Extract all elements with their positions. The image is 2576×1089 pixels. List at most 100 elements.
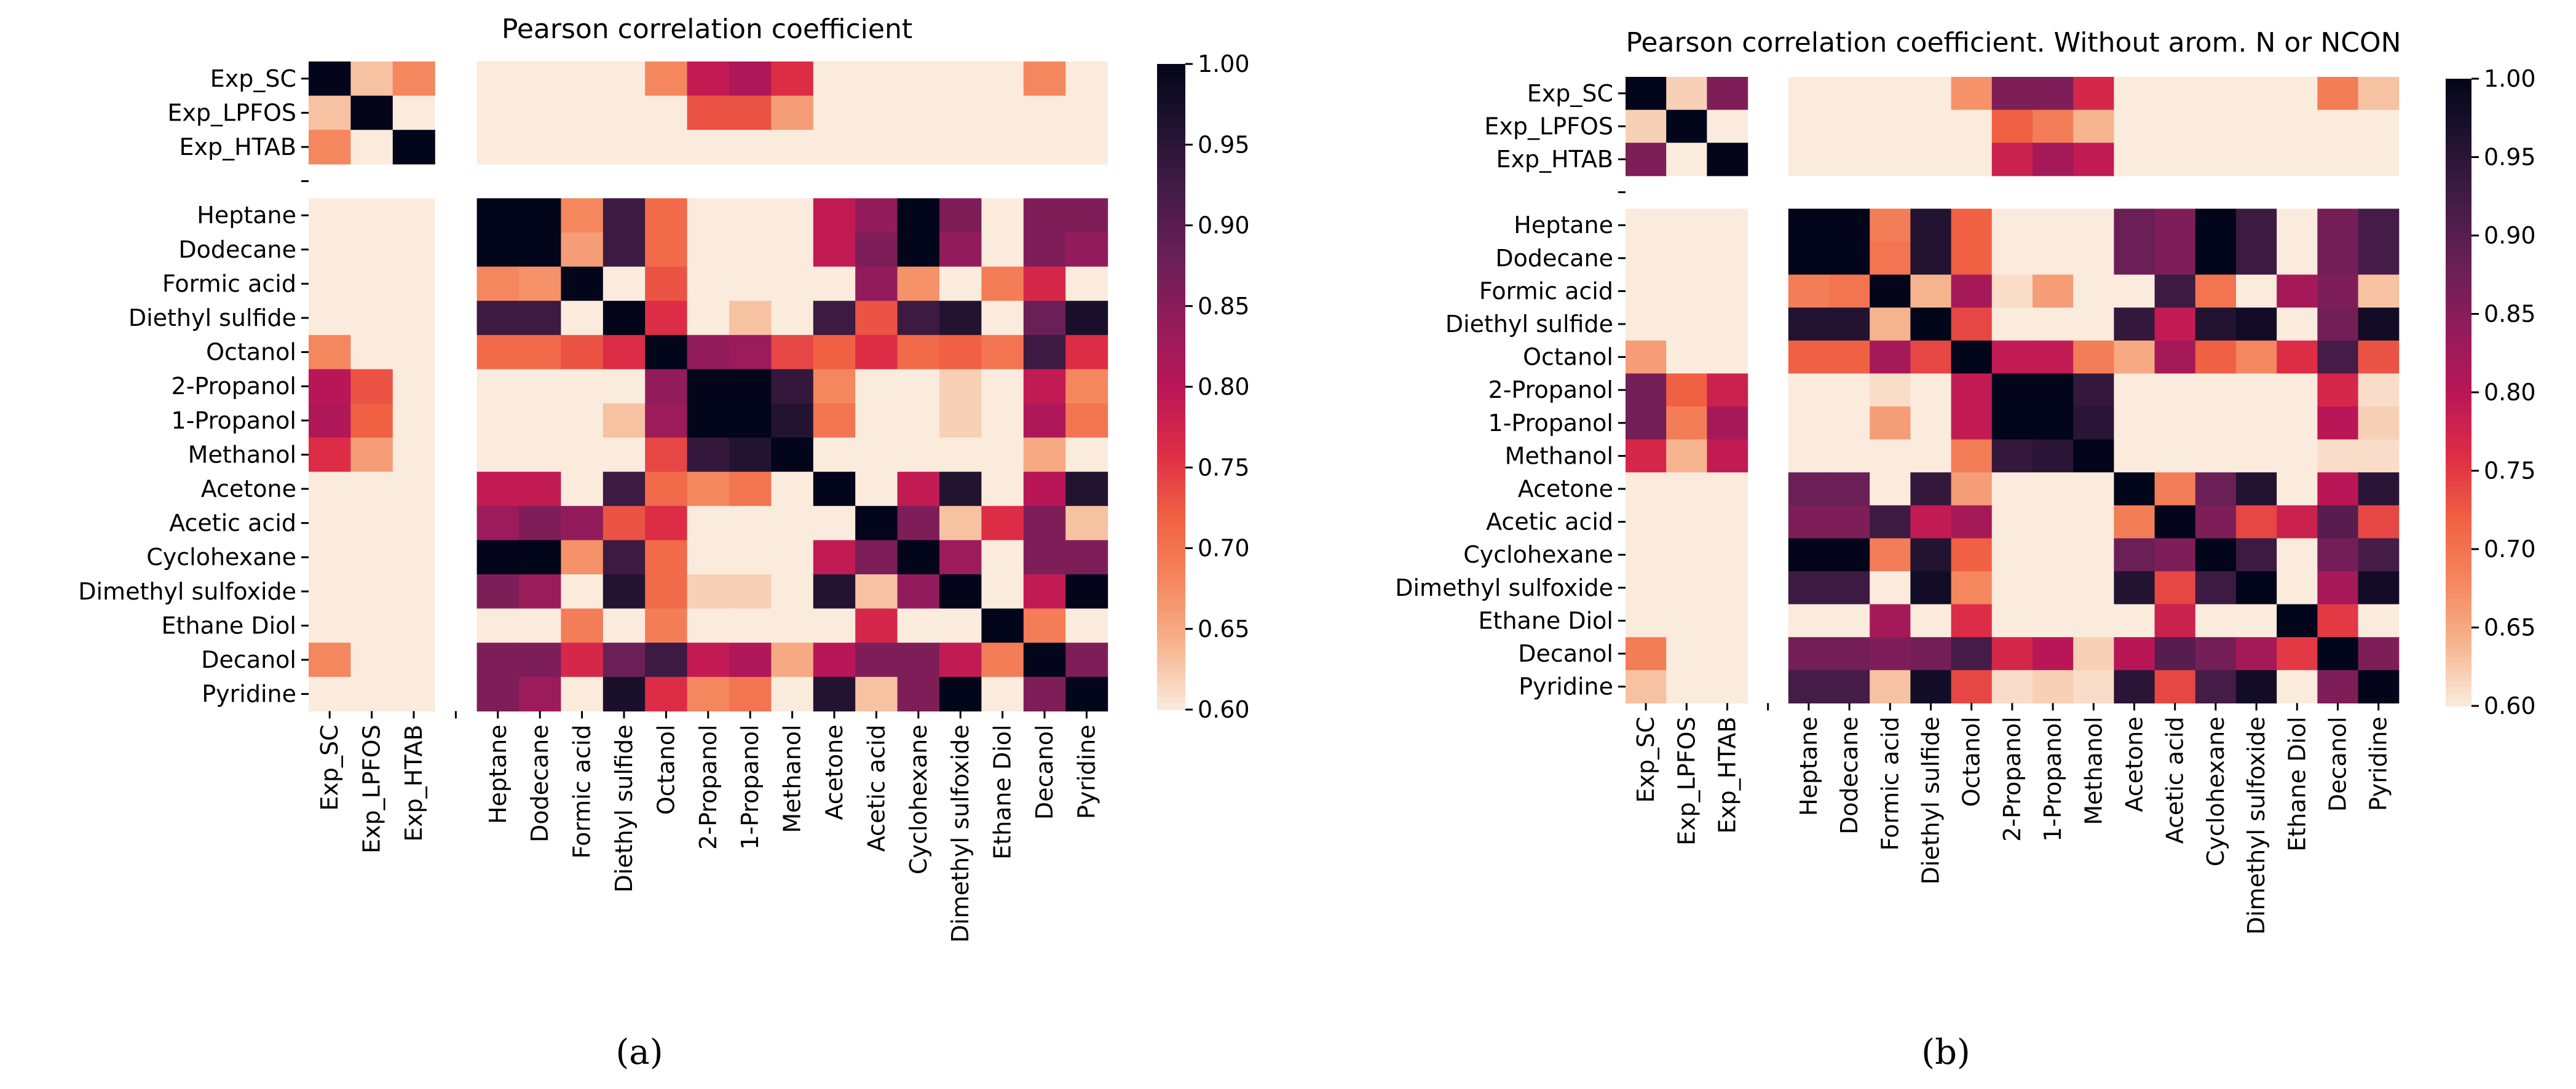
heatmap-cell bbox=[1626, 439, 1667, 473]
col-label: Exp_HTAB bbox=[1714, 716, 1741, 834]
heatmap-cell bbox=[350, 505, 393, 541]
heatmap-cell bbox=[729, 403, 772, 438]
heatmap-cell bbox=[519, 574, 561, 609]
heatmap-cell bbox=[981, 472, 1024, 507]
col-label: Heptane bbox=[1795, 716, 1822, 816]
heatmap-cell bbox=[2033, 439, 2074, 473]
heatmap-cell bbox=[645, 505, 688, 541]
heatmap-cell bbox=[1829, 571, 1870, 605]
colorbar-segment bbox=[1157, 542, 1185, 549]
heatmap-cell bbox=[1788, 143, 1830, 176]
colorbar-segment bbox=[1157, 645, 1185, 652]
heatmap-cell bbox=[1666, 373, 1707, 407]
colorbar-segment bbox=[1157, 367, 1185, 374]
colorbar-segment bbox=[1157, 129, 1185, 136]
heatmap-cell bbox=[1951, 604, 1993, 638]
heatmap-cell bbox=[2195, 538, 2237, 572]
heatmap-cell bbox=[1626, 472, 1667, 506]
colorbar-segment bbox=[1157, 509, 1185, 517]
heatmap-cell bbox=[687, 643, 730, 678]
colorbar-segment bbox=[2446, 216, 2471, 224]
heatmap-cell bbox=[519, 540, 561, 575]
heatmap-cell bbox=[1626, 637, 1667, 671]
heatmap-cell bbox=[897, 437, 940, 472]
heatmap-cell bbox=[1788, 77, 1830, 111]
heatmap-cell bbox=[1065, 61, 1108, 97]
heatmap-cell bbox=[561, 472, 604, 507]
heatmap-cell bbox=[729, 335, 772, 370]
heatmap-cell bbox=[2317, 242, 2359, 275]
heatmap-cell bbox=[392, 643, 435, 678]
col-label: Methanol bbox=[2080, 716, 2107, 825]
colorbar-segment bbox=[1157, 296, 1185, 304]
heatmap-cell bbox=[1707, 637, 1748, 671]
heatmap-cell bbox=[309, 472, 351, 507]
heatmap-cell bbox=[2236, 77, 2277, 111]
colorbar-segment bbox=[2446, 675, 2471, 681]
heatmap-cell bbox=[476, 335, 520, 370]
heatmap-cell bbox=[729, 505, 772, 541]
heatmap-cell bbox=[2033, 208, 2074, 242]
colorbar-segment bbox=[2446, 618, 2471, 625]
heatmap-cell bbox=[2073, 604, 2114, 638]
colorbar: 0.60 0.65 0.70 0.75 0.80 0.85 0.90 0.95 1.00 bbox=[2446, 65, 2536, 719]
col-label: Acetic acid bbox=[2162, 716, 2189, 844]
col-label: Decanol bbox=[1031, 724, 1058, 820]
colorbar-tick-label: 0.90 bbox=[2484, 222, 2536, 249]
heatmap-cell bbox=[2358, 439, 2400, 473]
colorbar-segment bbox=[2446, 436, 2471, 443]
heatmap-cell bbox=[1910, 637, 1952, 671]
colorbar-segment bbox=[2446, 267, 2471, 274]
heatmap-cell bbox=[2073, 439, 2114, 473]
colorbar-segment bbox=[2446, 624, 2471, 632]
col-label: Exp_SC bbox=[1632, 716, 1659, 802]
heatmap-cell bbox=[476, 540, 520, 575]
row-label: Dimethyl sulfoxide bbox=[78, 578, 296, 605]
heatmap-cell bbox=[309, 266, 351, 301]
colorbar-segment bbox=[2446, 379, 2471, 387]
heatmap-cell bbox=[1829, 604, 1870, 638]
heatmap-cell bbox=[2236, 373, 2277, 407]
heatmap-cell bbox=[2195, 604, 2237, 638]
heatmap-cell bbox=[476, 574, 520, 609]
colorbar-tick-label: 0.95 bbox=[2484, 144, 2536, 171]
heatmap-cell bbox=[2195, 571, 2237, 605]
heatmap-cell bbox=[2358, 340, 2400, 374]
colorbar-segment bbox=[1157, 77, 1185, 84]
colorbar-segment bbox=[1157, 561, 1185, 568]
colorbar-segment bbox=[2446, 291, 2471, 299]
heatmap-cell bbox=[1788, 307, 1830, 341]
heatmap-cell bbox=[309, 437, 351, 472]
heatmap-cell bbox=[813, 61, 856, 97]
heatmap-cell bbox=[771, 335, 814, 370]
heatmap-cell bbox=[1870, 242, 1911, 275]
row-label: 1-Propanol bbox=[172, 407, 296, 434]
heatmap-cell bbox=[813, 130, 856, 165]
heatmap-cell bbox=[561, 130, 604, 165]
heatmap-cell bbox=[519, 198, 561, 233]
colorbar-segment bbox=[2446, 317, 2471, 324]
colorbar-segment bbox=[1157, 103, 1185, 110]
heatmap-cell bbox=[813, 95, 856, 130]
heatmap-cell bbox=[855, 437, 898, 472]
colorbar-segment bbox=[2446, 398, 2471, 406]
heatmap-cell bbox=[2358, 274, 2400, 308]
heatmap-cell bbox=[2114, 538, 2155, 572]
heatmap-cell bbox=[2033, 307, 2074, 341]
heatmap-cell bbox=[1991, 208, 2033, 242]
heatmap-cell bbox=[603, 61, 646, 97]
heatmap-cell bbox=[2154, 670, 2196, 703]
colorbar-segment bbox=[1157, 516, 1185, 523]
colorbar-segment bbox=[1157, 219, 1185, 226]
colorbar-segment bbox=[2446, 223, 2471, 230]
heatmap-cell bbox=[939, 198, 982, 233]
colorbar-segment bbox=[2446, 505, 2471, 512]
colorbar-segment bbox=[1157, 70, 1185, 77]
colorbar-segment bbox=[2446, 210, 2471, 218]
heatmap-cell bbox=[939, 335, 982, 370]
heatmap-cell bbox=[1951, 571, 1993, 605]
row-label: 2-Propanol bbox=[172, 373, 296, 400]
colorbar-segment bbox=[1157, 690, 1185, 697]
heatmap-cell bbox=[855, 198, 898, 233]
heatmap-cell bbox=[981, 198, 1024, 233]
